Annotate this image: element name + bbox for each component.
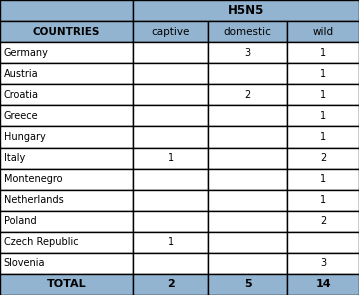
Text: Italy: Italy	[4, 153, 25, 163]
Bar	[208, 190, 287, 211]
Bar	[0, 148, 133, 168]
Text: captive: captive	[151, 27, 190, 37]
Bar	[208, 42, 287, 63]
Bar	[287, 42, 359, 63]
Text: 1: 1	[320, 195, 326, 205]
Text: 1: 1	[167, 237, 174, 247]
Text: Hungary: Hungary	[4, 132, 45, 142]
Bar	[287, 127, 359, 148]
Text: 1: 1	[320, 48, 326, 58]
Text: 14: 14	[315, 279, 331, 289]
Bar	[0, 42, 133, 63]
Bar	[0, 190, 133, 211]
Text: Czech Republic: Czech Republic	[4, 237, 78, 247]
Bar	[0, 21, 133, 42]
Bar	[287, 253, 359, 274]
Text: 5: 5	[244, 279, 252, 289]
Bar	[287, 190, 359, 211]
Bar	[0, 168, 133, 190]
Text: 2: 2	[244, 90, 251, 100]
Bar	[133, 211, 208, 232]
Text: Netherlands: Netherlands	[4, 195, 63, 205]
Bar	[133, 84, 208, 105]
Text: 1: 1	[320, 132, 326, 142]
Bar	[287, 232, 359, 253]
Bar	[287, 84, 359, 105]
Bar	[208, 168, 287, 190]
Bar	[0, 127, 133, 148]
Bar	[208, 63, 287, 84]
Bar	[287, 63, 359, 84]
Bar	[0, 105, 133, 127]
Bar	[0, 274, 133, 295]
Text: 3: 3	[244, 48, 251, 58]
Bar	[0, 63, 133, 84]
Bar	[133, 0, 359, 21]
Bar	[287, 274, 359, 295]
Bar	[133, 148, 208, 168]
Text: Austria: Austria	[4, 69, 38, 79]
Text: H5N5: H5N5	[228, 4, 264, 17]
Bar	[208, 127, 287, 148]
Bar	[287, 148, 359, 168]
Text: Montenegro: Montenegro	[4, 174, 62, 184]
Text: TOTAL: TOTAL	[47, 279, 86, 289]
Bar	[208, 232, 287, 253]
Bar	[208, 148, 287, 168]
Text: domestic: domestic	[224, 27, 272, 37]
Bar	[133, 42, 208, 63]
Bar	[208, 21, 287, 42]
Text: 2: 2	[320, 153, 326, 163]
Bar	[208, 84, 287, 105]
Text: Slovenia: Slovenia	[4, 258, 45, 268]
Bar	[0, 211, 133, 232]
Text: 1: 1	[320, 111, 326, 121]
Text: Poland: Poland	[4, 216, 36, 226]
Text: 2: 2	[320, 216, 326, 226]
Text: COUNTRIES: COUNTRIES	[33, 27, 100, 37]
Bar	[0, 253, 133, 274]
Text: 3: 3	[320, 258, 326, 268]
Bar	[0, 232, 133, 253]
Bar	[133, 253, 208, 274]
Bar	[133, 105, 208, 127]
Bar	[287, 168, 359, 190]
Bar	[133, 190, 208, 211]
Bar	[133, 63, 208, 84]
Bar	[133, 274, 208, 295]
Bar	[133, 127, 208, 148]
Bar	[0, 0, 133, 21]
Bar	[208, 253, 287, 274]
Bar	[287, 105, 359, 127]
Bar	[208, 211, 287, 232]
Text: Greece: Greece	[4, 111, 38, 121]
Text: 1: 1	[320, 174, 326, 184]
Text: Croatia: Croatia	[4, 90, 38, 100]
Bar	[133, 21, 208, 42]
Text: 1: 1	[167, 153, 174, 163]
Bar	[287, 211, 359, 232]
Text: 1: 1	[320, 90, 326, 100]
Text: 2: 2	[167, 279, 174, 289]
Text: wild: wild	[313, 27, 334, 37]
Bar	[287, 21, 359, 42]
Text: Germany: Germany	[4, 48, 48, 58]
Bar	[133, 232, 208, 253]
Bar	[208, 105, 287, 127]
Bar	[208, 274, 287, 295]
Text: 1: 1	[320, 69, 326, 79]
Bar	[133, 168, 208, 190]
Bar	[0, 84, 133, 105]
